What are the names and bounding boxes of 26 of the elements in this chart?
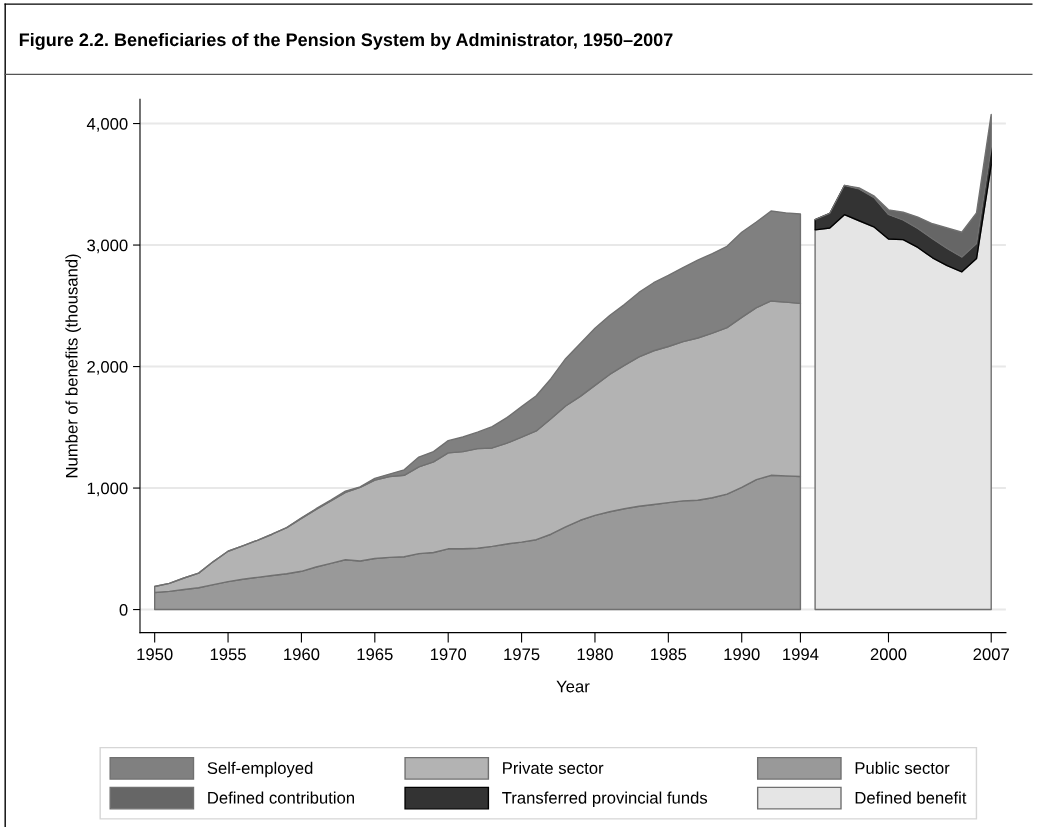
y-tick-label: 4,000 — [86, 117, 128, 132]
x-tick-label: 1950 — [137, 648, 173, 661]
legend-label: Self-employed — [207, 761, 313, 778]
legend-label: Public sector — [855, 761, 950, 774]
y-tick-label: 3,000 — [87, 239, 128, 254]
y-axis-title: Number of benefits (thousand) — [65, 254, 81, 478]
x-tick-label: 1970 — [430, 648, 467, 661]
x-tick-label: 1994 — [783, 648, 819, 661]
x-tick-label: 2000 — [870, 648, 907, 661]
x-tick-label: 1975 — [504, 648, 540, 661]
legend-label: Transferred provincial funds — [502, 791, 708, 808]
legend-label: Defined benefit — [855, 791, 967, 804]
legend-label: Defined contribution — [208, 791, 354, 804]
y-tick-label: 2,000 — [87, 360, 128, 375]
x-tick-label: 2007 — [973, 648, 1009, 661]
y-tick-label: 1,000 — [87, 482, 128, 497]
chart-title: Figure 2.2. Beneficiaries of the Pension System by Administrator, 1950–2007 — [19, 32, 673, 50]
x-tick-label: 1990 — [724, 648, 760, 661]
x-tick-label: 1980 — [577, 648, 613, 661]
x-tick-label: 1960 — [284, 648, 320, 661]
y-tick-label: 0 — [119, 603, 128, 616]
x-tick-label: 1965 — [357, 648, 393, 661]
legend-label: Private sector — [503, 761, 604, 774]
x-tick-label: 1955 — [210, 648, 246, 661]
x-tick-label: 1985 — [651, 648, 687, 661]
x-axis-title: Year — [556, 680, 590, 693]
